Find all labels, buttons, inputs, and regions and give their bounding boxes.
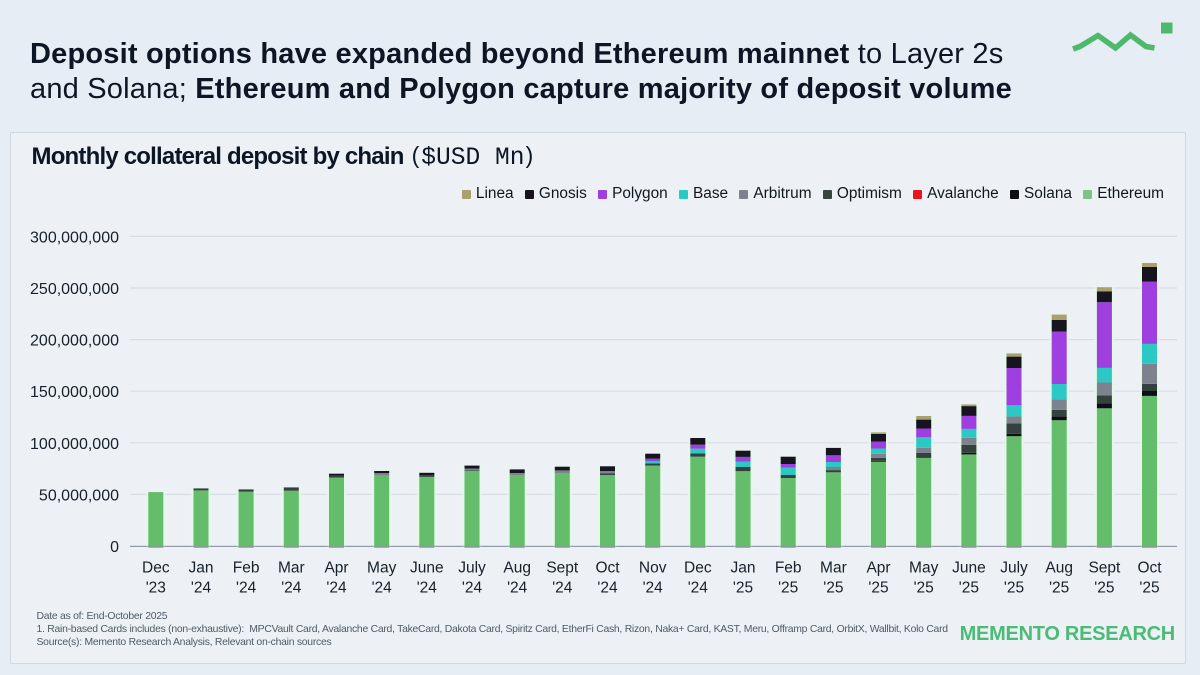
svg-text:May: May: [909, 560, 939, 577]
svg-text:'24: '24: [552, 580, 573, 597]
svg-text:Sept: Sept: [546, 560, 579, 577]
svg-text:0: 0: [110, 539, 119, 556]
svg-text:'24: '24: [417, 580, 438, 597]
svg-text:300,000,000: 300,000,000: [30, 229, 119, 246]
svg-text:'24: '24: [281, 580, 302, 597]
svg-text:200,000,000: 200,000,000: [30, 333, 119, 350]
svg-text:'25: '25: [1094, 580, 1114, 597]
svg-text:July: July: [1000, 560, 1028, 577]
svg-text:June: June: [410, 560, 444, 577]
svg-text:Mar: Mar: [820, 560, 847, 577]
svg-text:Dec: Dec: [684, 560, 712, 577]
svg-text:'25: '25: [868, 580, 888, 597]
svg-text:Apr: Apr: [866, 560, 890, 577]
svg-text:Jan: Jan: [189, 560, 214, 577]
svg-text:Oct: Oct: [595, 560, 620, 577]
svg-text:Aug: Aug: [1045, 560, 1073, 577]
svg-text:Nov: Nov: [639, 560, 667, 577]
svg-text:'25: '25: [778, 580, 798, 597]
svg-text:Sept: Sept: [1088, 560, 1121, 577]
svg-text:'24: '24: [507, 580, 528, 597]
svg-text:Aug: Aug: [503, 560, 531, 577]
svg-text:July: July: [458, 560, 486, 577]
svg-text:Jan: Jan: [731, 560, 756, 577]
svg-text:'25: '25: [1004, 580, 1024, 597]
svg-text:'24: '24: [372, 580, 393, 597]
svg-text:Mar: Mar: [278, 560, 305, 577]
svg-text:Feb: Feb: [233, 560, 260, 577]
svg-text:'25: '25: [959, 580, 979, 597]
svg-text:'25: '25: [823, 580, 843, 597]
svg-text:150,000,000: 150,000,000: [30, 384, 119, 401]
svg-text:'25: '25: [1049, 580, 1069, 597]
svg-text:'24: '24: [236, 580, 257, 597]
svg-text:100,000,000: 100,000,000: [30, 436, 119, 453]
svg-text:'25: '25: [733, 580, 753, 597]
svg-text:'24: '24: [326, 580, 347, 597]
svg-text:50,000,000: 50,000,000: [39, 487, 119, 504]
svg-text:Oct: Oct: [1137, 560, 1162, 577]
svg-text:'25: '25: [1139, 580, 1159, 597]
svg-text:June: June: [952, 560, 986, 577]
svg-text:'24: '24: [688, 580, 709, 597]
svg-text:'24: '24: [643, 580, 664, 597]
svg-text:250,000,000: 250,000,000: [30, 281, 119, 298]
svg-text:'25: '25: [914, 580, 934, 597]
svg-text:Feb: Feb: [775, 560, 802, 577]
svg-text:'24: '24: [191, 580, 212, 597]
svg-text:Dec: Dec: [142, 560, 170, 577]
svg-text:'23: '23: [146, 580, 166, 597]
svg-text:'24: '24: [597, 580, 618, 597]
svg-text:Apr: Apr: [324, 560, 348, 577]
svg-text:'24: '24: [462, 580, 483, 597]
svg-text:May: May: [367, 560, 397, 577]
